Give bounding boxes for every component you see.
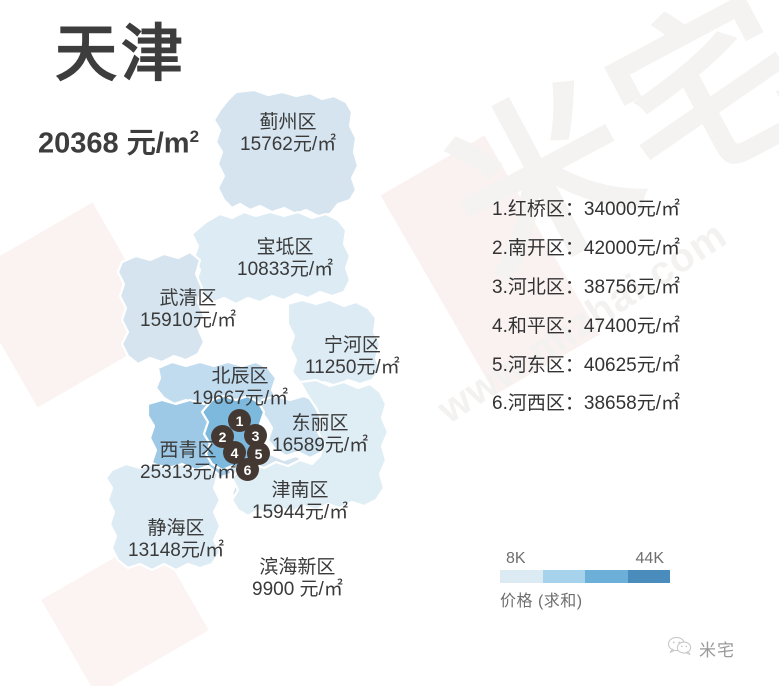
ranking-row: 5.河东区：40625元/㎡ <box>492 354 681 377</box>
district-shape-wuqing[interactable] <box>116 250 206 366</box>
ranking-price: 38658元/㎡ <box>583 393 681 415</box>
ranking-separator: ： <box>564 237 584 259</box>
legend-max-label: 44K <box>635 550 664 567</box>
district-shape-jinghai[interactable] <box>104 462 222 572</box>
brand-footer: 米宅 <box>667 636 735 661</box>
ranking-separator: ： <box>564 393 584 415</box>
ranking-district-name: 红桥区 <box>507 199 565 220</box>
ranking-separator: ： <box>564 276 584 298</box>
page-title: 天津 <box>55 20 188 89</box>
legend-gradient-bar <box>500 570 670 583</box>
brand-name: 米宅 <box>699 641 735 660</box>
ranking-price: 40625元/㎡ <box>583 354 681 376</box>
ranking-index: 3. <box>492 276 508 298</box>
district-marker-1[interactable]: 1 <box>228 409 251 432</box>
legend-swatch-3 <box>627 570 670 583</box>
ranking-row: 3.河北区：38756元/㎡ <box>492 276 681 299</box>
ranking-index: 2. <box>492 237 508 259</box>
district-marker-6[interactable]: 6 <box>236 458 259 481</box>
city-average-price-superscript: 2 <box>189 127 200 146</box>
district-marker-3[interactable]: 3 <box>244 424 267 447</box>
legend-min-label: 8K <box>506 550 526 567</box>
ranking-row: 1.红桥区：34000元/㎡ <box>492 199 681 221</box>
ranking-index: 4. <box>492 315 508 337</box>
legend-swatch-0 <box>500 570 543 583</box>
ranking-separator: ： <box>564 199 584 220</box>
ranking-index: 1. <box>492 199 508 220</box>
legend-swatch-1 <box>542 570 585 583</box>
city-average-price-value: 20368 <box>38 127 119 160</box>
core-district-ranking-list: 1.红桥区：34000元/㎡ 2.南开区：42000元/㎡ 3.河北区：38756元… <box>492 199 681 433</box>
ranking-district-name: 河东区 <box>507 354 565 376</box>
color-scale-legend: 8K 44K 价格 (求和) <box>500 550 670 611</box>
district-marker-4[interactable]: 4 <box>223 441 246 464</box>
city-average-price: 20368 元/m2 <box>38 128 199 159</box>
ranking-separator: ： <box>564 354 584 376</box>
legend-caption: 价格 (求和) <box>500 593 583 610</box>
legend-scale-labels: 8K 44K <box>500 550 670 570</box>
ranking-district-name: 河北区 <box>507 276 565 298</box>
ranking-price: 34000元/㎡ <box>583 199 681 220</box>
ranking-row: 2.南开区：42000元/㎡ <box>492 237 681 260</box>
ranking-index: 5. <box>492 354 508 376</box>
ranking-district-name: 河西区 <box>507 393 565 415</box>
wechat-icon <box>667 636 692 661</box>
ranking-district-name: 南开区 <box>507 237 565 259</box>
legend-swatch-2 <box>585 570 628 583</box>
city-average-price-unit: 元/m <box>126 127 190 160</box>
ranking-row: 6.河西区：38658元/㎡ <box>492 394 680 415</box>
ranking-price: 42000元/㎡ <box>583 237 681 259</box>
district-shape-jizhou[interactable] <box>212 88 360 218</box>
district-shape-ninghe[interactable] <box>286 298 382 390</box>
ranking-district-name: 和平区 <box>507 315 565 337</box>
district-shape-baodi[interactable] <box>190 210 352 306</box>
district-shape-binhai[interactable] <box>230 378 390 518</box>
ranking-separator: ： <box>564 315 584 337</box>
ranking-index: 6. <box>492 393 508 415</box>
ranking-price: 47400元/㎡ <box>583 315 681 337</box>
ranking-price: 38756元/㎡ <box>583 276 681 298</box>
ranking-row: 4.和平区：47400元/㎡ <box>492 315 681 338</box>
